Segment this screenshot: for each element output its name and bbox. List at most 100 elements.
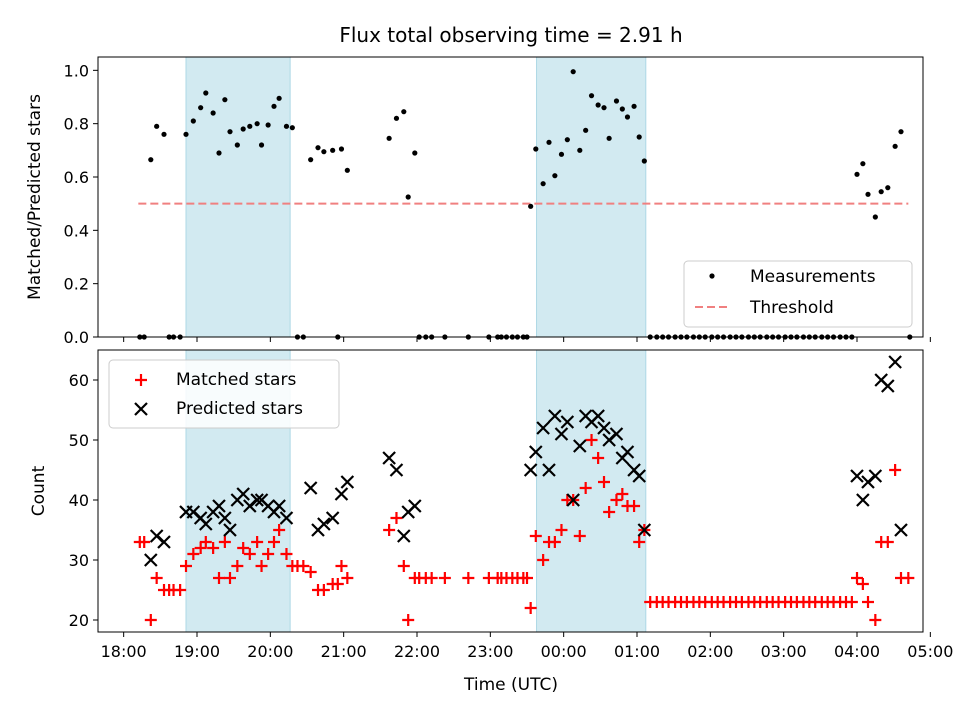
x-tick-label: 00:00	[541, 642, 587, 661]
y-tick-label: 50	[69, 431, 89, 450]
legend-predicted-label: Predicted stars	[176, 399, 303, 419]
legend-matched-marker	[135, 374, 147, 386]
measurement-point	[552, 173, 558, 179]
matched-star-marker	[889, 464, 902, 476]
matched-star-marker	[529, 530, 542, 542]
matched-star-marker	[335, 560, 348, 572]
matched-star-marker	[555, 524, 568, 536]
measurement-point	[533, 146, 539, 152]
measurement-point	[528, 203, 534, 209]
measurement-point	[393, 115, 400, 121]
matched-star-marker	[207, 542, 220, 554]
matched-star-marker	[213, 572, 225, 584]
measurement-point	[690, 334, 697, 340]
measurement-point	[141, 334, 147, 340]
predicted-star-marker	[223, 523, 237, 537]
observing-window-band	[536, 56, 647, 338]
predicted-star-marker	[554, 427, 569, 441]
measurement-point	[148, 157, 154, 163]
measurement-point	[860, 161, 866, 167]
predicted-star-marker	[856, 493, 870, 507]
measurement-point	[624, 114, 631, 120]
matched-star-marker	[317, 584, 330, 596]
predicted-star-marker	[340, 475, 355, 489]
matched-star-marker	[144, 614, 157, 626]
measurement-point	[757, 334, 763, 340]
measurement-point	[321, 149, 327, 155]
legend-measurements-marker	[709, 273, 715, 279]
matched-star-marker	[585, 434, 598, 446]
measurement-point	[702, 334, 708, 340]
measurement-point	[709, 334, 715, 340]
measurement-point	[564, 137, 570, 143]
measurement-point	[423, 334, 429, 340]
measurement-point	[210, 110, 216, 116]
matched-star-marker	[180, 560, 192, 572]
predicted-star-marker	[397, 529, 411, 543]
measurement-point	[577, 147, 583, 153]
measurement-point	[854, 171, 860, 177]
matched-star-marker	[138, 536, 151, 548]
matched-star-marker	[573, 530, 586, 542]
measurement-point	[335, 334, 341, 340]
measurement-point	[183, 131, 189, 137]
matched-star-marker	[603, 506, 616, 518]
measurement-point	[386, 135, 392, 141]
measurement-point	[647, 334, 653, 340]
predicted-star-marker	[850, 469, 864, 483]
measurement-point	[825, 334, 831, 340]
predicted-star-marker	[250, 493, 264, 507]
measurement-point	[636, 134, 642, 140]
measurement-point	[240, 126, 246, 132]
measurement-point	[849, 334, 855, 340]
matched-star-marker	[341, 572, 354, 584]
measurement-point	[660, 334, 666, 340]
predicted-star-marker	[317, 517, 331, 531]
matched-star-marker	[331, 578, 344, 590]
matched-star-marker	[150, 572, 163, 584]
x-tick-label: 18:00	[101, 642, 147, 661]
matched-star-marker	[304, 566, 317, 578]
predicted-star-marker	[620, 445, 635, 459]
matched-star-marker	[537, 554, 550, 566]
measurement-point	[720, 334, 727, 340]
measurement-point	[177, 334, 183, 340]
matched-star-marker	[633, 536, 646, 548]
measurement-point	[203, 90, 209, 96]
matched-star-marker	[243, 548, 256, 560]
predicted-star-marker	[389, 463, 404, 477]
matched-star-marker	[231, 560, 244, 572]
measurement-point	[745, 334, 752, 340]
measurement-point	[216, 150, 222, 156]
predicted-star-marker	[144, 553, 158, 567]
x-axis-label: Time (UTC)	[463, 675, 558, 695]
matched-star-marker	[598, 476, 610, 488]
measurement-point	[161, 131, 167, 137]
measurement-point	[315, 145, 321, 151]
measurement-point	[166, 334, 172, 340]
matched-star-marker	[297, 560, 310, 572]
measurement-point	[495, 334, 501, 340]
matched-star-marker	[869, 614, 882, 626]
matched-star-marker	[856, 578, 869, 590]
x-tick-label: 21:00	[321, 642, 367, 661]
measurement-point	[498, 334, 504, 340]
top-y-axis-label: Matched/Predicted stars	[25, 94, 45, 300]
measurement-point	[601, 105, 607, 111]
matched-star-marker	[280, 548, 293, 560]
predicted-star-marker	[888, 355, 902, 369]
measurement-point	[788, 334, 794, 340]
bottom-legend: Matched stars Predicted stars	[108, 359, 340, 429]
measurement-point	[330, 147, 336, 153]
measurement-point	[678, 334, 684, 340]
top-panel: 0.0 0.2 0.4 0.6 0.8 1.0 Matched/Predicted sta…	[25, 56, 931, 347]
observing-window-band	[185, 56, 291, 338]
measurement-point	[170, 334, 177, 340]
measurement-point	[308, 157, 314, 163]
measurement-point	[271, 103, 277, 109]
matched-star-marker	[610, 494, 623, 506]
measurement-point	[283, 123, 290, 129]
measurement-point	[524, 334, 530, 340]
measurement-point	[865, 191, 871, 197]
y-tick-label: 1.0	[64, 61, 89, 80]
